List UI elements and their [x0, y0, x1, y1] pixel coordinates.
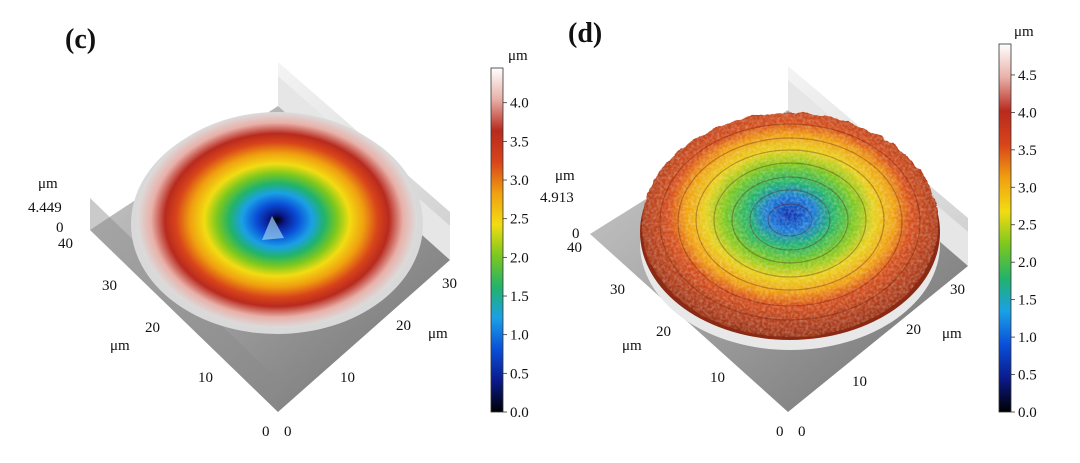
- colorbar-tick-label: 2.0: [510, 250, 529, 266]
- colorbar-tick-label: 1.0: [1018, 330, 1037, 346]
- colorbar-tick-label: 4.0: [1018, 105, 1037, 121]
- colorbar-tick-label: 0.5: [510, 366, 529, 382]
- panel-c-right-tick: 30: [442, 276, 457, 292]
- colorbar-tick-label: 2.5: [1018, 218, 1037, 234]
- panel-c-left-unit: μm: [110, 338, 130, 354]
- panel-d-left-tick: 10: [710, 370, 725, 386]
- panel-d-right-tick: 0: [798, 424, 806, 440]
- colorbar-tick-label: 2.0: [1018, 255, 1037, 271]
- panel-c-left-tick: 20: [145, 320, 160, 336]
- colorbar-tick-label: 3.0: [1018, 180, 1037, 196]
- panel-d-right-tick: 30: [950, 282, 965, 298]
- panel-d-z-unit: μm: [555, 168, 575, 184]
- panel-d-colorbar-unit: μm: [1014, 24, 1034, 40]
- panel-c-colorbar: [490, 67, 504, 413]
- panel-d-left-tick: 20: [656, 324, 671, 340]
- panel-c-left-tick: 40: [58, 236, 73, 252]
- colorbar-tick-label: 4.5: [1018, 68, 1037, 84]
- colorbar-tick-label: 4.0: [510, 96, 529, 112]
- panel-d-right-tick: 20: [906, 322, 921, 338]
- panel-d-label: (d): [568, 18, 602, 49]
- panel-c-left-axis: 40 30 20 10 0 μm: [58, 236, 270, 440]
- colorbar-tick-label: 0.0: [1018, 405, 1037, 421]
- panel-c-z-max: 4.449: [28, 200, 62, 216]
- panel-c-left-tick: 10: [198, 370, 213, 386]
- panel-c-z-zero: 0: [56, 220, 64, 236]
- panel-d-colorbar: [998, 43, 1012, 413]
- panel-d-left-axis: 40 30 20 10 0 μm: [567, 240, 784, 440]
- panel-c-right-axis: 0 10 20 30 μm: [284, 276, 457, 440]
- panel-d-left-unit: μm: [622, 338, 642, 354]
- panel-d-right-tick: 10: [852, 374, 867, 390]
- panel-c-right-tick: 0: [284, 424, 292, 440]
- panel-d-surface-texture: [642, 113, 938, 337]
- panel-c-right-tick: 20: [396, 318, 411, 334]
- panel-c-surface: [137, 112, 417, 328]
- panel-c-colorbar-unit: μm: [508, 48, 528, 64]
- panel-c: (c) μm 4.449 0 40 30 20 10 0 μm 0 10 20 …: [28, 24, 529, 440]
- panel-d-left-tick: 0: [776, 424, 784, 440]
- colorbar-tick-label: 1.5: [510, 289, 529, 305]
- panel-c-left-tick: 30: [102, 278, 117, 294]
- panel-c-right-unit: μm: [428, 326, 448, 342]
- colorbar-tick-label: 1.5: [1018, 293, 1037, 309]
- panel-d: (d) μm 4.913 0 40: [540, 18, 1037, 440]
- panel-c-z-unit: μm: [38, 176, 58, 192]
- panel-c-center-spike: [262, 216, 284, 240]
- colorbar-tick-label: 3.5: [1018, 143, 1037, 159]
- panel-d-left-tick: 30: [610, 282, 625, 298]
- panel-c-left-tick: 0: [262, 424, 270, 440]
- colorbar-tick-label: 1.0: [510, 328, 529, 344]
- panel-c-label: (c): [65, 24, 96, 55]
- panel-c-colorbar-ticks: 0.0 0.5 1.0 1.5 2.0 2.5 3.0 3.5 4.0: [503, 96, 529, 421]
- panel-d-right-axis: 0 10 20 30 μm: [798, 282, 965, 440]
- panel-d-right-unit: μm: [942, 326, 962, 342]
- panel-d-z-zero: 0: [572, 226, 580, 242]
- colorbar-tick-label: 2.5: [510, 212, 529, 228]
- colorbar-tick-label: 0.0: [510, 405, 529, 421]
- panel-c-right-tick: 10: [340, 370, 355, 386]
- panel-d-colorbar-ticks: 0.0 0.5 1.0 1.5 2.0 2.5 3.0 3.5 4.0 4.5: [1011, 68, 1037, 421]
- colorbar-tick-label: 3.0: [510, 173, 529, 189]
- panel-d-z-max: 4.913: [540, 190, 574, 206]
- colorbar-tick-label: 3.5: [510, 134, 529, 150]
- panel-d-left-tick: 40: [567, 240, 582, 256]
- colorbar-tick-label: 0.5: [1018, 368, 1037, 384]
